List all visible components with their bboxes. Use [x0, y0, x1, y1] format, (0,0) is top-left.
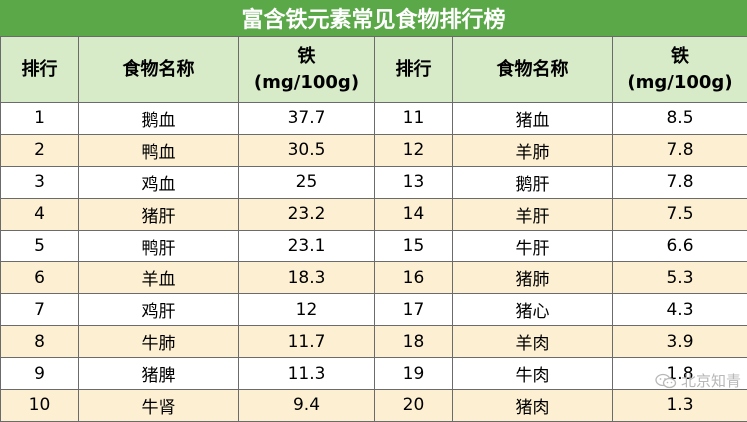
rank-cell: 13: [375, 166, 453, 198]
iron-value-cell: 8.5: [613, 103, 747, 135]
iron-value-cell: 23.1: [239, 230, 375, 262]
table-row: 1 鹅血 37.7 11 猪血 8.5: [1, 103, 747, 135]
table-row: 3 鸡血 25 13 鹅肝 7.8: [1, 166, 747, 198]
food-name-cell: 鸡肝: [79, 294, 239, 326]
iron-value-cell: 7.5: [613, 198, 747, 230]
rank-cell: 18: [375, 326, 453, 358]
food-name-cell: 羊肝: [453, 198, 613, 230]
rank-cell: 17: [375, 294, 453, 326]
food-name-cell: 鸡血: [79, 166, 239, 198]
table-row: 2 鸭血 30.5 12 羊肺 7.8: [1, 134, 747, 166]
header-name-right: 食物名称: [453, 37, 613, 103]
iron-value-cell: 1.8: [613, 358, 747, 390]
iron-value-cell: 9.4: [239, 390, 375, 422]
food-name-cell: 鸭肝: [79, 230, 239, 262]
iron-value-cell: 4.3: [613, 294, 747, 326]
header-row: 排行 食物名称 铁 (mg/100g) 排行 食物名称 铁 (mg/100g): [1, 37, 747, 103]
iron-value-cell: 7.8: [613, 166, 747, 198]
rank-cell: 1: [1, 103, 79, 135]
header-iron-label: 铁: [239, 44, 374, 69]
iron-value-cell: 25: [239, 166, 375, 198]
food-name-cell: 猪肝: [79, 198, 239, 230]
food-name-cell: 猪心: [453, 294, 613, 326]
rank-cell: 5: [1, 230, 79, 262]
food-name-cell: 牛肺: [79, 326, 239, 358]
rank-cell: 19: [375, 358, 453, 390]
table-row: 6 羊血 18.3 16 猪肺 5.3: [1, 262, 747, 294]
table-row: 5 鸭肝 23.1 15 牛肝 6.6: [1, 230, 747, 262]
food-name-cell: 猪肉: [453, 390, 613, 422]
rank-cell: 12: [375, 134, 453, 166]
iron-value-cell: 30.5: [239, 134, 375, 166]
header-rank-left: 排行: [1, 37, 79, 103]
iron-value-cell: 3.9: [613, 326, 747, 358]
rank-cell: 2: [1, 134, 79, 166]
header-iron-left: 铁 (mg/100g): [239, 37, 375, 103]
food-name-cell: 猪血: [453, 103, 613, 135]
rank-cell: 8: [1, 326, 79, 358]
table-title: 富含铁元素常见食物排行榜: [0, 0, 747, 36]
table-row: 8 牛肺 11.7 18 羊肉 3.9: [1, 326, 747, 358]
header-iron-unit: (mg/100g): [239, 70, 374, 95]
rank-cell: 20: [375, 390, 453, 422]
rank-cell: 10: [1, 390, 79, 422]
table-row: 7 鸡肝 12 17 猪心 4.3: [1, 294, 747, 326]
iron-value-cell: 11.7: [239, 326, 375, 358]
food-name-cell: 牛肉: [453, 358, 613, 390]
iron-value-cell: 5.3: [613, 262, 747, 294]
food-name-cell: 鸭血: [79, 134, 239, 166]
food-name-cell: 牛肾: [79, 390, 239, 422]
table-row: 4 猪肝 23.2 14 羊肝 7.5: [1, 198, 747, 230]
rank-cell: 3: [1, 166, 79, 198]
food-name-cell: 羊肉: [453, 326, 613, 358]
iron-value-cell: 6.6: [613, 230, 747, 262]
header-rank-right: 排行: [375, 37, 453, 103]
rank-cell: 16: [375, 262, 453, 294]
iron-value-cell: 23.2: [239, 198, 375, 230]
table-row: 9 猪脾 11.3 19 牛肉 1.8: [1, 358, 747, 390]
rank-cell: 7: [1, 294, 79, 326]
header-name-left: 食物名称: [79, 37, 239, 103]
food-name-cell: 羊血: [79, 262, 239, 294]
iron-value-cell: 18.3: [239, 262, 375, 294]
iron-ranking-table: 排行 食物名称 铁 (mg/100g) 排行 食物名称 铁 (mg/100g) …: [0, 36, 747, 422]
iron-value-cell: 37.7: [239, 103, 375, 135]
food-name-cell: 猪脾: [79, 358, 239, 390]
food-name-cell: 牛肝: [453, 230, 613, 262]
food-name-cell: 鹅肝: [453, 166, 613, 198]
food-name-cell: 猪肺: [453, 262, 613, 294]
rank-cell: 14: [375, 198, 453, 230]
iron-value-cell: 7.8: [613, 134, 747, 166]
iron-value-cell: 1.3: [613, 390, 747, 422]
table-row: 10 牛肾 9.4 20 猪肉 1.3: [1, 390, 747, 422]
food-name-cell: 鹅血: [79, 103, 239, 135]
rank-cell: 4: [1, 198, 79, 230]
rank-cell: 11: [375, 103, 453, 135]
iron-value-cell: 12: [239, 294, 375, 326]
header-iron-right: 铁 (mg/100g): [613, 37, 747, 103]
iron-value-cell: 11.3: [239, 358, 375, 390]
rank-cell: 15: [375, 230, 453, 262]
header-iron-label: 铁: [613, 44, 747, 69]
rank-cell: 9: [1, 358, 79, 390]
rank-cell: 6: [1, 262, 79, 294]
food-name-cell: 羊肺: [453, 134, 613, 166]
header-iron-unit: (mg/100g): [613, 70, 747, 95]
